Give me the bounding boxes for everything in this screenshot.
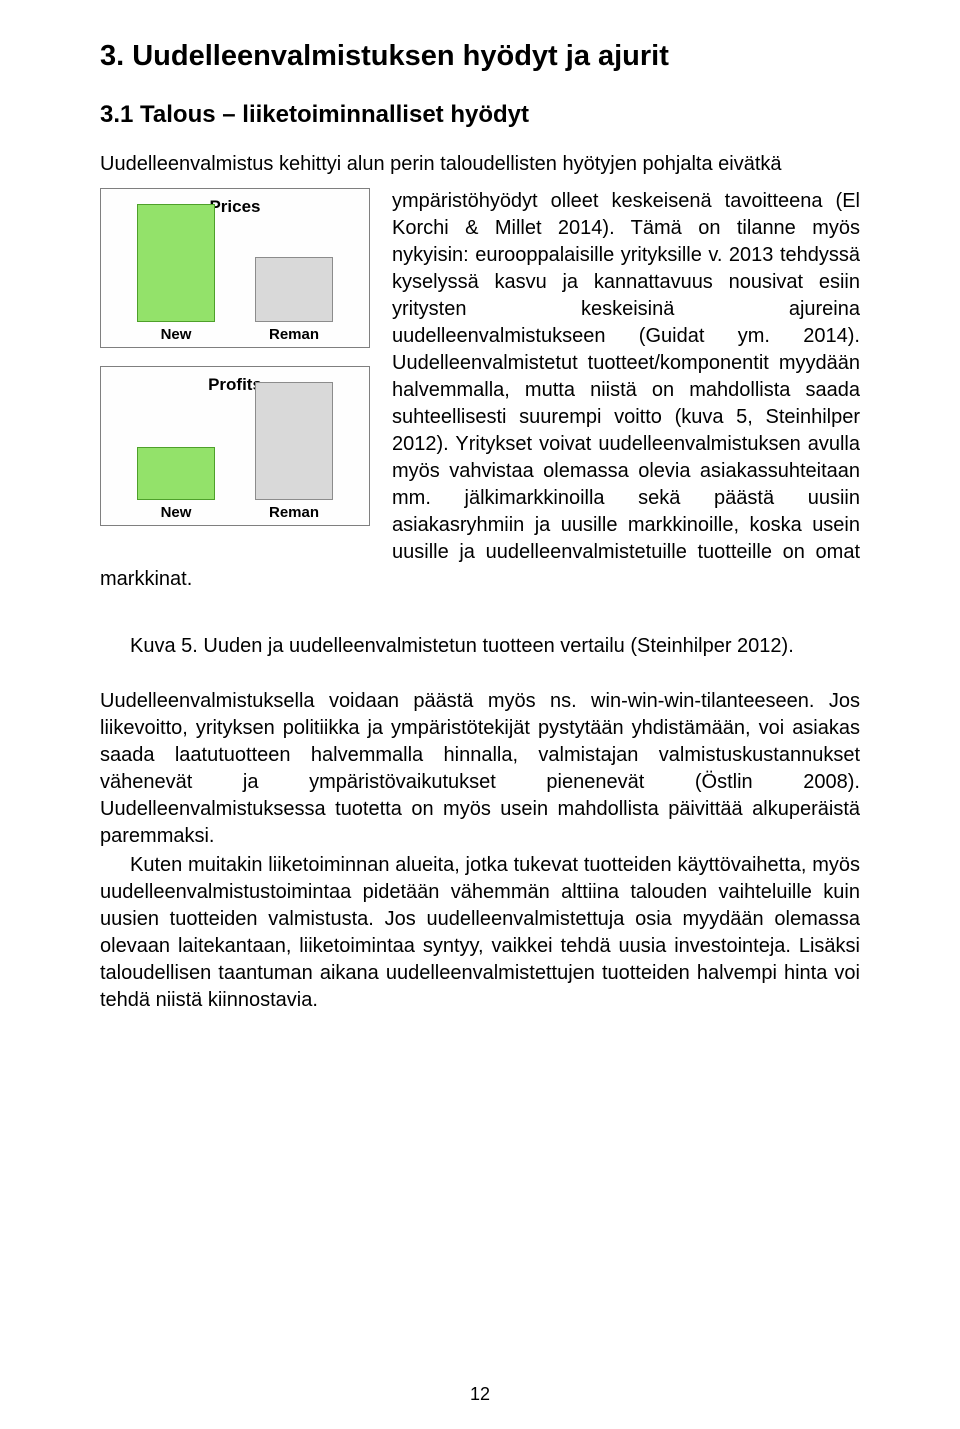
prices-chart: Prices New Reman (100, 188, 370, 348)
prices-bar-reman (255, 257, 333, 322)
profits-bar-reman-group: Reman (249, 382, 339, 521)
page-heading-2: 3.1 Talous – liiketoiminnalliset hyödyt (100, 101, 860, 129)
profits-bar-reman (255, 382, 333, 500)
figure-and-text-row: Prices New Reman Profits New (100, 188, 860, 593)
figure-caption: Kuva 5. Uuden ja uudelleenvalmistetun tu… (100, 633, 860, 660)
profits-bar-new-group: New (131, 447, 221, 521)
profits-bar-new (137, 447, 215, 500)
profits-bar-new-label: New (161, 504, 192, 521)
profits-chart: Profits New Reman (100, 366, 370, 526)
page-number: 12 (0, 1384, 960, 1405)
page-heading-1: 3. Uudelleenvalmistuksen hyödyt ja ajuri… (100, 40, 860, 73)
intro-paragraph: Uudelleenvalmistus kehittyi alun perin t… (100, 151, 860, 178)
prices-bar-reman-label: Reman (269, 326, 319, 343)
paragraph-3: Kuten muitakin liiketoiminnan alueita, j… (100, 852, 860, 1014)
paragraph-2: Uudelleenvalmistuksella voidaan päästä m… (100, 688, 860, 850)
prices-bar-new-group: New (131, 204, 221, 343)
profits-chart-bars: New Reman (109, 401, 361, 521)
prices-bar-reman-group: Reman (249, 257, 339, 343)
prices-bar-new-label: New (161, 326, 192, 343)
profits-bar-reman-label: Reman (269, 504, 319, 521)
figure-column: Prices New Reman Profits New (100, 188, 370, 544)
prices-bar-new (137, 204, 215, 322)
prices-chart-bars: New Reman (109, 223, 361, 343)
